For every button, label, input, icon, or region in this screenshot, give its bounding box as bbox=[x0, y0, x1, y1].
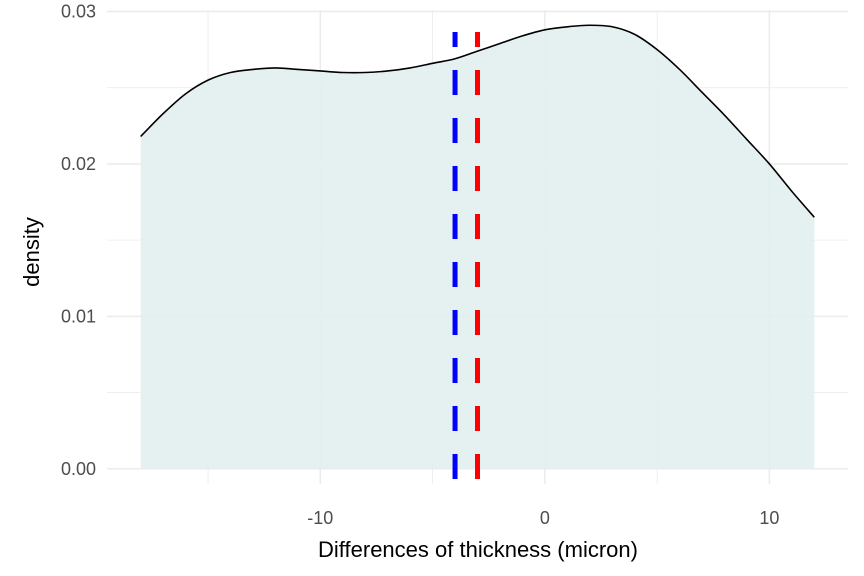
density-area bbox=[140, 25, 815, 469]
x-tick-label: 0 bbox=[540, 508, 550, 528]
x-axis-tick-labels: -10 0 10 bbox=[307, 508, 779, 528]
y-tick-label: 0.03 bbox=[61, 2, 96, 22]
y-axis-tick-labels: 0.00 0.01 0.02 0.03 bbox=[61, 2, 96, 479]
x-axis-title: Differences of thickness (micron) bbox=[318, 537, 638, 562]
x-tick-label: 10 bbox=[759, 508, 779, 528]
density-curve-line bbox=[140, 24, 815, 218]
x-tick-label: -10 bbox=[307, 508, 333, 528]
y-tick-label: 0.00 bbox=[61, 459, 96, 479]
y-tick-label: 0.02 bbox=[61, 154, 96, 174]
y-axis-title: density bbox=[19, 217, 44, 287]
y-tick-label: 0.01 bbox=[61, 306, 96, 326]
